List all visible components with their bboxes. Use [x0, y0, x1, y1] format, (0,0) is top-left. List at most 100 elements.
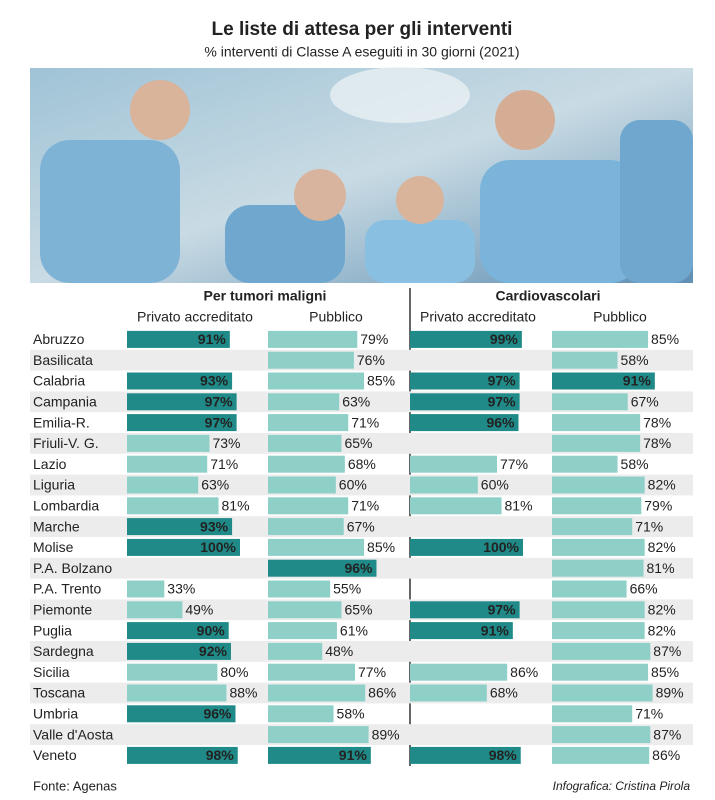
bar	[268, 476, 336, 494]
value-label: 90%	[197, 622, 226, 638]
source: Fonte: Agenas	[33, 778, 117, 793]
bar	[410, 414, 519, 432]
bar	[410, 372, 520, 390]
value-label: 79%	[644, 498, 672, 514]
value-label: 91%	[623, 373, 652, 389]
bar	[552, 580, 627, 598]
value-label: 79%	[360, 331, 388, 347]
bar	[268, 684, 366, 702]
value-label: 82%	[648, 477, 676, 493]
value-label: 33%	[167, 581, 195, 597]
category-label: Umbria	[33, 706, 78, 722]
value-label: 81%	[647, 560, 675, 576]
category-label: P.A. Bolzano	[33, 560, 112, 576]
value-label: 93%	[200, 518, 229, 534]
bar	[268, 434, 342, 452]
bar	[268, 580, 331, 598]
bar	[552, 705, 633, 723]
bar	[552, 476, 645, 494]
value-label: 85%	[367, 539, 395, 555]
credit: Infografica: Cristina Pirola	[553, 779, 691, 793]
value-label: 65%	[344, 435, 372, 451]
category-label: Emilia-R.	[33, 414, 90, 430]
value-label: 82%	[648, 539, 676, 555]
category-label: Lazio	[33, 456, 67, 472]
bar	[268, 746, 371, 764]
group-header: Per tumori maligni	[204, 288, 327, 304]
bar	[127, 622, 229, 640]
bar	[268, 455, 345, 473]
bar	[552, 559, 644, 577]
category-label: Abruzzo	[33, 331, 85, 347]
bar	[268, 559, 377, 577]
bar	[552, 434, 641, 452]
value-label: 82%	[648, 622, 676, 638]
bar	[268, 372, 365, 390]
bar	[410, 393, 520, 411]
series-header: Privato accreditato	[420, 309, 536, 325]
value-label: 77%	[358, 664, 386, 680]
bar	[552, 726, 651, 744]
bar	[127, 746, 238, 764]
bar	[127, 642, 231, 660]
bar	[268, 705, 334, 723]
value-label: 71%	[351, 498, 379, 514]
value-label: 96%	[203, 706, 232, 722]
value-label: 71%	[210, 456, 238, 472]
category-label: P.A. Trento	[33, 581, 101, 597]
value-label: 76%	[357, 352, 385, 368]
bar	[127, 414, 237, 432]
bar	[127, 476, 199, 494]
bar	[410, 601, 520, 619]
value-label: 93%	[200, 373, 229, 389]
value-label: 61%	[340, 622, 368, 638]
bar	[552, 518, 633, 536]
value-label: 58%	[337, 706, 365, 722]
bar	[552, 372, 655, 390]
value-label: 97%	[205, 414, 234, 430]
category-label: Sicilia	[33, 664, 70, 680]
bar	[410, 663, 508, 681]
value-label: 60%	[481, 477, 509, 493]
value-label: 86%	[510, 664, 538, 680]
value-label: 71%	[635, 518, 663, 534]
group-header: Cardiovascolari	[495, 288, 600, 304]
bar	[127, 684, 227, 702]
bar	[268, 393, 340, 411]
value-label: 98%	[206, 747, 235, 763]
value-label: 65%	[344, 602, 372, 618]
value-label: 100%	[483, 539, 519, 555]
category-label: Valle d'Aosta	[33, 726, 113, 742]
value-label: 97%	[488, 602, 517, 618]
value-label: 91%	[339, 747, 368, 763]
value-label: 91%	[198, 331, 227, 347]
value-label: 71%	[351, 414, 379, 430]
value-label: 58%	[621, 352, 649, 368]
value-label: 86%	[368, 685, 396, 701]
bar	[410, 746, 521, 764]
category-label: Sardegna	[33, 643, 94, 659]
bar	[552, 622, 645, 640]
bar	[410, 330, 522, 348]
bar	[410, 476, 478, 494]
value-label: 97%	[488, 373, 517, 389]
bar	[410, 684, 487, 702]
bar	[127, 705, 236, 723]
bar	[268, 330, 358, 348]
bar	[552, 663, 649, 681]
bar	[127, 372, 233, 390]
value-label: 58%	[621, 456, 649, 472]
value-label: 73%	[212, 435, 240, 451]
category-label: Calabria	[33, 373, 85, 389]
bar	[552, 455, 618, 473]
value-label: 96%	[344, 560, 373, 576]
value-label: 89%	[372, 726, 400, 742]
bar	[268, 518, 344, 536]
bar	[268, 663, 356, 681]
category-label: Friuli-V. G.	[33, 435, 99, 451]
bar	[552, 497, 642, 515]
row-stripe	[30, 349, 693, 371]
bar	[127, 601, 183, 619]
value-label: 85%	[651, 664, 679, 680]
